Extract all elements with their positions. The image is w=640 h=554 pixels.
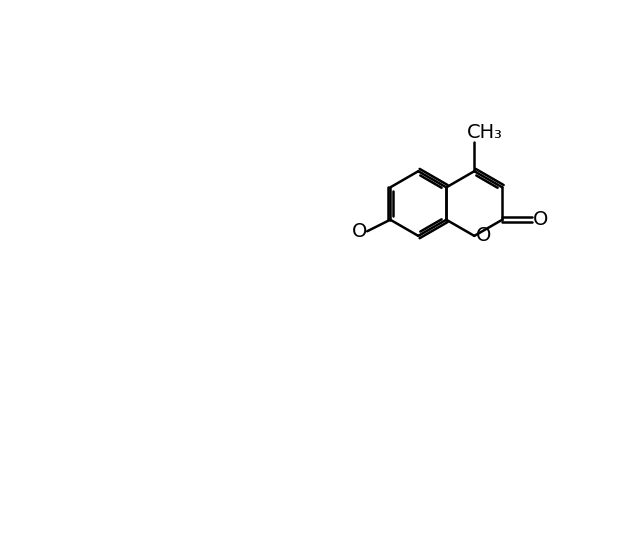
Text: O: O (533, 210, 548, 229)
Text: O: O (352, 222, 367, 241)
Text: O: O (476, 227, 492, 245)
Text: CH₃: CH₃ (467, 123, 503, 142)
